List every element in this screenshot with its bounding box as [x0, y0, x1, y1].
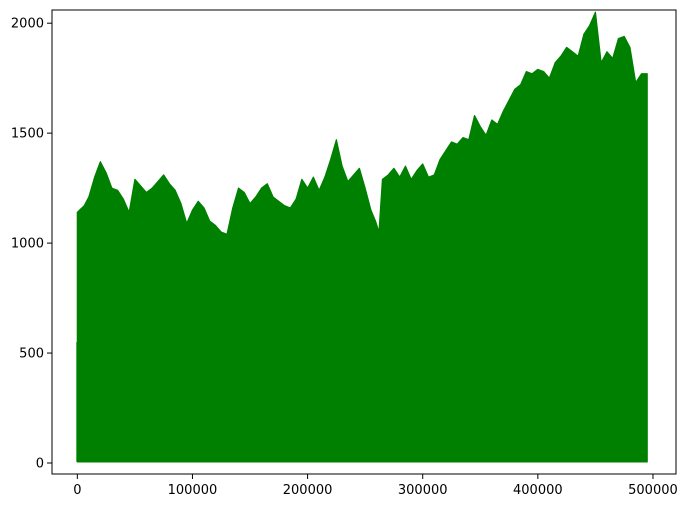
y-tick-label: 1500 — [11, 127, 44, 142]
x-tick-label: 500000 — [628, 483, 678, 498]
y-axis: 0 500 1000 1500 2000 — [11, 17, 52, 472]
y-tick-label: 1000 — [11, 237, 44, 252]
x-tick-label: 300000 — [398, 483, 448, 498]
x-tick-label: 0 — [73, 483, 81, 498]
x-axis: 0 100000 200000 300000 400000 500000 — [73, 474, 678, 498]
plot-area — [76, 11, 648, 463]
axes-frame — [51, 9, 677, 475]
series-0-area — [76, 11, 648, 463]
x-tick-label: 100000 — [168, 483, 218, 498]
y-tick-label: 500 — [19, 347, 44, 362]
y-tick-label: 0 — [36, 457, 44, 472]
x-tick-label: 400000 — [513, 483, 563, 498]
y-tick-label: 2000 — [11, 17, 44, 32]
x-tick-label: 200000 — [283, 483, 333, 498]
